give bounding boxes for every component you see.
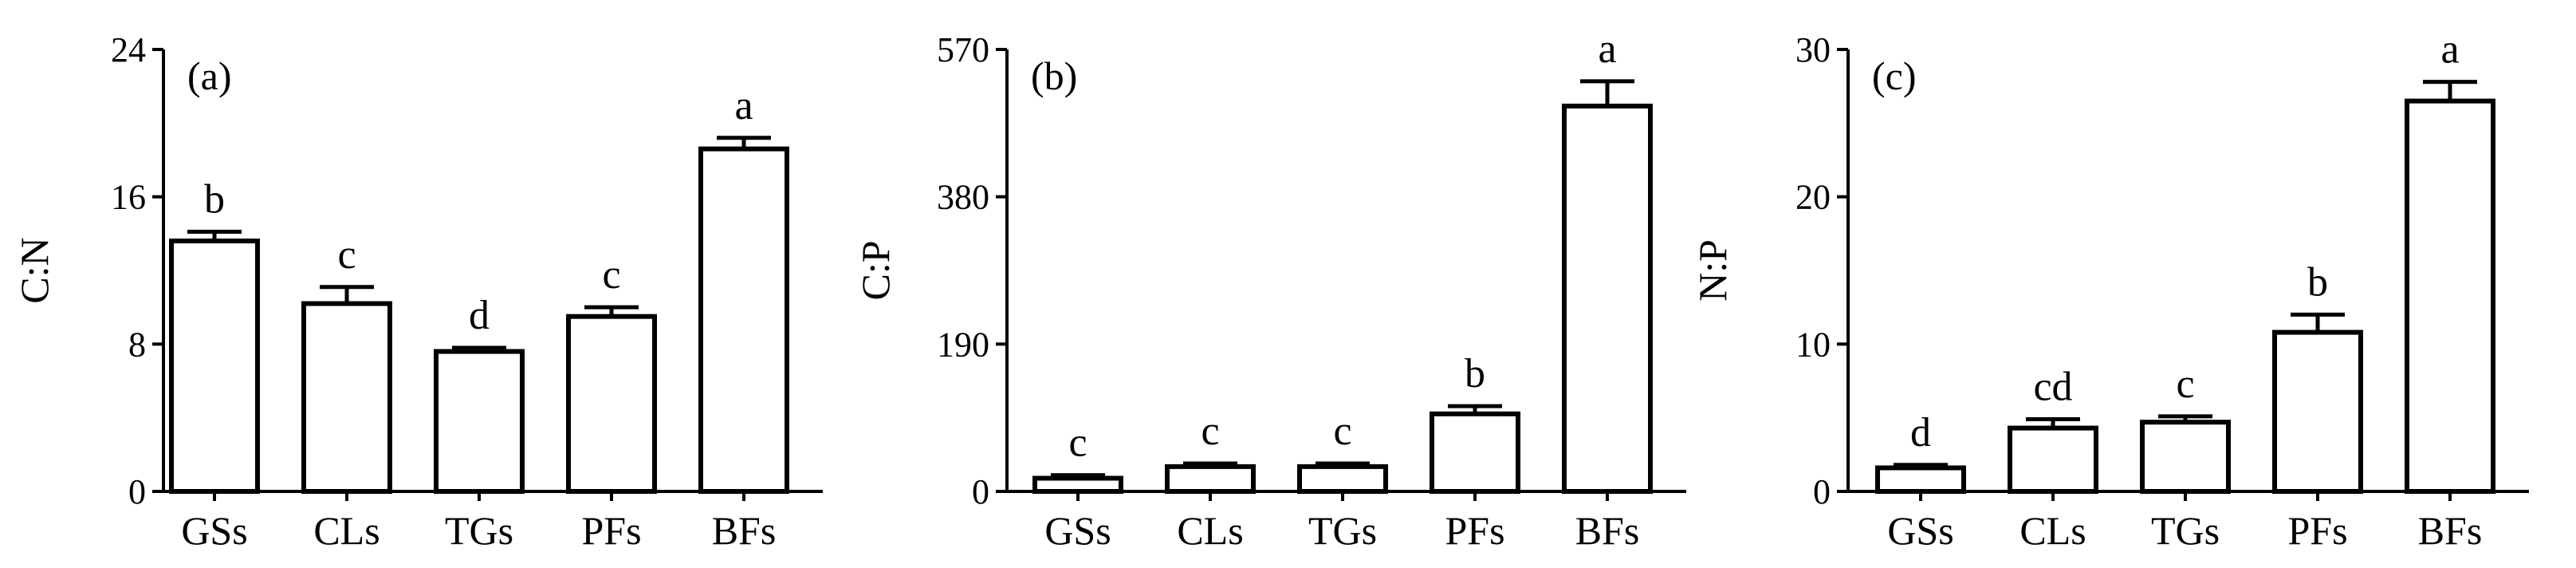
y-axis-label: C:N xyxy=(12,237,57,303)
significance-label: a xyxy=(2440,27,2459,73)
significance-label: c xyxy=(337,232,356,278)
significance-label: b xyxy=(1465,351,1485,396)
panel-label: (b) xyxy=(1031,53,1077,98)
y-axis-label: N:P xyxy=(1690,239,1735,302)
bar xyxy=(566,314,657,495)
x-tick-label: BFs xyxy=(712,508,777,553)
significance-label: a xyxy=(1598,26,1616,72)
x-tick-label: PFs xyxy=(581,508,641,553)
significance-label: c xyxy=(1068,420,1087,466)
bar xyxy=(301,301,392,494)
x-tick-label: PFs xyxy=(2287,508,2347,553)
significance-label: c xyxy=(602,252,620,298)
x-tick-label: GSs xyxy=(1887,508,1953,553)
y-tick-label: 570 xyxy=(937,30,989,69)
panel-c: 0 10 20 30 N:P (c) d GSs cd CLs c TGs b PFs a BFs xyxy=(1690,27,2529,553)
bar xyxy=(1032,475,1123,494)
y-tick-label: 8 xyxy=(128,325,146,364)
significance-label: d xyxy=(1910,410,1931,456)
bar xyxy=(1562,103,1653,495)
bar xyxy=(434,349,525,495)
significance-label: cd xyxy=(2033,365,2072,410)
y-tick-label: 190 xyxy=(937,325,989,364)
bar xyxy=(2405,98,2495,494)
significance-label: a xyxy=(734,83,753,128)
y-tick-label: 0 xyxy=(1813,472,1831,511)
panel-label: (c) xyxy=(1872,53,1917,98)
y-tick-label: 10 xyxy=(1795,325,1831,364)
bar xyxy=(698,146,789,494)
x-tick-label: TGs xyxy=(1308,508,1377,553)
panel-a: 0 8 16 24 C:N (a) b GSs c CLs d TGs c PFs a BFs xyxy=(12,30,823,553)
y-tick-label: 0 xyxy=(972,472,989,511)
y-tick-label: 0 xyxy=(128,472,146,511)
panel-label: (a) xyxy=(187,53,232,98)
x-tick-label: GSs xyxy=(181,508,247,553)
y-tick-label: 30 xyxy=(1795,30,1831,69)
y-tick-label: 20 xyxy=(1795,178,1831,217)
significance-label: b xyxy=(204,177,225,223)
y-tick-label: 24 xyxy=(111,30,146,69)
panel-b: 0 190 380 570 C:P (b) c GSs c CLs c TGs b PFs a BFs xyxy=(853,26,1686,553)
x-tick-label: CLs xyxy=(1177,508,1243,553)
significance-label: c xyxy=(1201,408,1219,454)
bar xyxy=(2008,425,2098,494)
significance-label: c xyxy=(2176,361,2194,407)
significance-label: b xyxy=(2307,259,2328,305)
significance-label: d xyxy=(469,293,490,338)
bar xyxy=(169,239,260,494)
x-tick-label: TGs xyxy=(445,508,513,553)
y-tick-label: 380 xyxy=(937,178,989,217)
x-tick-label: TGs xyxy=(2151,508,2220,553)
x-tick-label: CLs xyxy=(2020,508,2086,553)
bar xyxy=(2272,329,2363,494)
bar xyxy=(1430,411,1520,494)
bar xyxy=(1297,463,1388,495)
x-tick-label: BFs xyxy=(2418,508,2483,553)
bar xyxy=(2140,420,2231,494)
x-tick-label: GSs xyxy=(1044,508,1111,553)
x-tick-label: PFs xyxy=(1445,508,1504,553)
x-tick-label: CLs xyxy=(313,508,380,553)
significance-label: c xyxy=(1333,408,1351,454)
bar xyxy=(1165,463,1256,495)
x-tick-label: BFs xyxy=(1575,508,1640,553)
y-axis-label: C:P xyxy=(853,240,898,300)
y-tick-label: 16 xyxy=(111,178,146,217)
bar xyxy=(1875,465,1966,494)
